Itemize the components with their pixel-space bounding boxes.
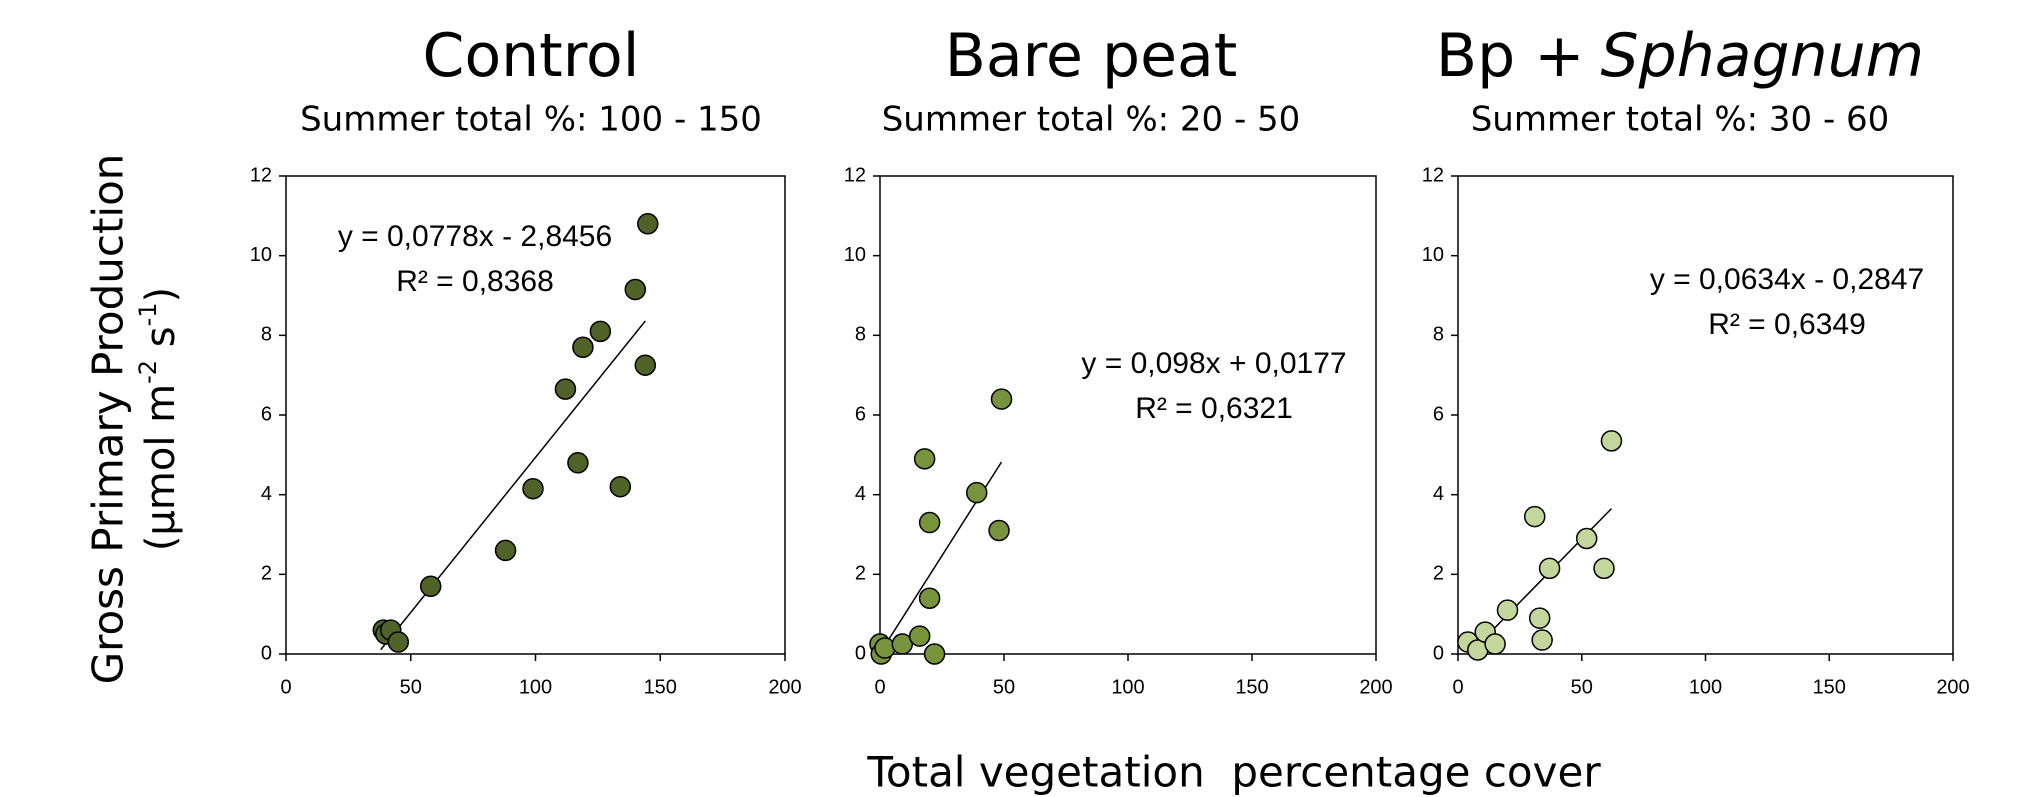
x-tick-label: 50	[993, 676, 1015, 698]
point	[874, 637, 896, 659]
x-tick-label: 100	[1689, 676, 1722, 698]
y-tick-label: 4	[855, 483, 866, 505]
point	[1575, 527, 1598, 550]
r-squared: R² = 0,6321	[1135, 392, 1293, 425]
y-tick-label: 2	[1433, 563, 1444, 585]
x-label: Total vegetation percentage cover	[866, 748, 1601, 797]
y-tick-label: 12	[844, 164, 866, 186]
y-tick-label: 2	[261, 563, 272, 585]
y-unit: (µmol m-2 s-1)	[134, 287, 184, 551]
point	[965, 481, 988, 504]
equation: y = 0,0778x - 2,8456	[338, 220, 612, 253]
plot-frame	[879, 175, 1377, 655]
x-tick-label: 100	[519, 676, 552, 698]
r-squared: R² = 0,8368	[396, 265, 554, 298]
point	[1496, 599, 1519, 621]
panel-title-text: Control	[423, 21, 640, 91]
x-tick-label: 50	[400, 676, 422, 698]
point	[1600, 430, 1623, 452]
y-tick-label: 8	[855, 324, 866, 346]
y-tick-label: 0	[855, 642, 866, 664]
point	[522, 477, 544, 500]
y-tick-label: 6	[1433, 403, 1444, 425]
point	[589, 320, 612, 343]
x-tick-label: 0	[280, 676, 291, 698]
panel-title: Bare peat	[945, 21, 1238, 91]
y-unit-sup: -1	[134, 302, 162, 326]
x-tick-label: 200	[768, 676, 801, 698]
point	[988, 519, 1010, 542]
point	[1523, 505, 1546, 528]
y-tick-label: 10	[844, 244, 866, 266]
x-tick-label: 0	[1452, 676, 1463, 698]
x-tick-label: 150	[1813, 676, 1846, 698]
panel-subtitle: Summer total %: 100 - 150	[300, 100, 762, 140]
y-tick-label: 2	[855, 563, 866, 585]
panel-title: Bp + Sphagnum	[1436, 21, 1924, 91]
point	[923, 643, 946, 665]
panel-title: Control	[423, 21, 640, 91]
point	[918, 587, 941, 609]
point	[609, 475, 632, 498]
x-tick-label: 150	[1235, 676, 1268, 698]
point	[913, 448, 936, 470]
point	[634, 354, 657, 376]
equation: y = 0,098x + 0,0177	[1081, 347, 1346, 380]
point	[891, 633, 914, 655]
y-tick-label: 10	[250, 244, 272, 266]
y-tick-label: 12	[250, 164, 272, 186]
y-tick-label: 4	[261, 483, 272, 505]
y-tick-label: 6	[855, 403, 866, 425]
point	[918, 511, 941, 534]
point	[554, 378, 577, 400]
x-tick-label: 50	[1571, 676, 1593, 698]
equation: y = 0,0634x - 0,2847	[1650, 263, 1924, 296]
x-tick-label: 200	[1359, 676, 1392, 698]
point	[1593, 557, 1615, 580]
plot-frame	[1457, 175, 1954, 655]
point	[1538, 557, 1561, 580]
point	[624, 278, 647, 301]
point	[637, 213, 659, 235]
point	[387, 631, 410, 653]
y-tick-label: 8	[1433, 324, 1444, 346]
panel-subtitle: Summer total %: 30 - 60	[1471, 100, 1890, 140]
point	[572, 336, 594, 359]
panel-title-italic: Sphagnum	[1601, 21, 1925, 91]
y-unit-part: (µmol m	[138, 384, 184, 551]
trendline	[380, 320, 646, 651]
y-label: Gross Primary Production	[84, 154, 133, 685]
y-tick-label: 0	[261, 642, 272, 664]
y-unit-part: s	[138, 326, 184, 360]
y-tick-label: 0	[1433, 642, 1444, 664]
y-tick-label: 10	[1422, 244, 1444, 266]
panel-title-text: Bare peat	[945, 21, 1238, 91]
y-tick-label: 12	[1422, 164, 1444, 186]
point	[419, 575, 442, 598]
y-tick-label: 4	[1433, 483, 1444, 505]
point	[990, 388, 1013, 410]
point	[1528, 607, 1551, 629]
point	[1531, 629, 1553, 651]
x-tick-label: 0	[874, 676, 885, 698]
point	[1484, 633, 1506, 655]
point	[908, 625, 931, 647]
panel-title-text: Bp +	[1436, 21, 1585, 91]
r-squared: R² = 0,6349	[1708, 308, 1866, 341]
panel-subtitle: Summer total %: 20 - 50	[882, 100, 1301, 140]
x-tick-label: 200	[1936, 676, 1969, 698]
point	[567, 452, 589, 474]
point	[494, 539, 517, 562]
y-tick-label: 8	[261, 324, 272, 346]
y-tick-label: 6	[261, 403, 272, 425]
y-unit-part: )	[138, 287, 184, 303]
x-tick-label: 150	[644, 676, 677, 698]
x-tick-label: 100	[1111, 676, 1144, 698]
y-unit-sup: -2	[134, 360, 162, 384]
